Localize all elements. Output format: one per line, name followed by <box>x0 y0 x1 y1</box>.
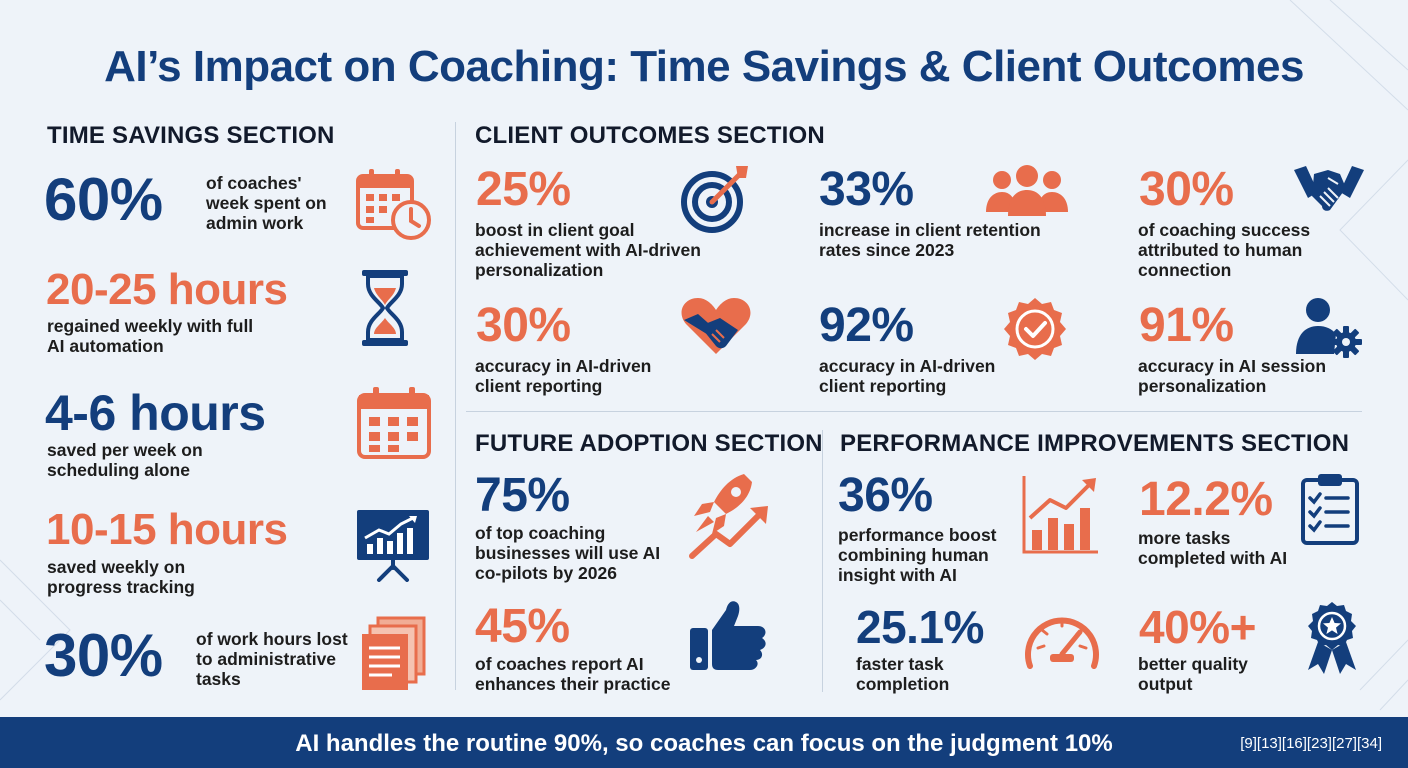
performance-value-1: 36% <box>838 469 933 522</box>
time-savings-value-3: 4-6 hours <box>45 385 266 441</box>
time-savings-text-2: regained weekly with full AI automation <box>47 316 254 356</box>
heart-handshake-icon <box>681 298 751 354</box>
footer-banner: AI handles the routine 90%, so coaches c… <box>0 717 1408 768</box>
footer-references: [9][13][16][23][27][34] <box>1240 735 1382 752</box>
time-savings-text-3: saved per week on scheduling alone <box>47 440 203 480</box>
speedometer-icon <box>1025 617 1099 669</box>
divider-middle <box>466 411 1362 412</box>
performance-heading: PERFORMANCE IMPROVEMENTS SECTION <box>840 430 1350 457</box>
time-savings-heading: TIME SAVINGS SECTION <box>47 122 335 149</box>
future-adoption-heading: FUTURE ADOPTION SECTION <box>475 430 823 457</box>
user-gear-icon <box>1296 298 1362 358</box>
client-outcomes-value-4: 30% <box>476 299 571 352</box>
client-outcomes-text-6: accuracy in AI session personalization <box>1138 356 1327 396</box>
future-adoption-text-1: of top coaching businesses will use AI c… <box>475 523 661 583</box>
check-badge-icon <box>1004 298 1066 360</box>
bar-chart-icon <box>1022 476 1098 554</box>
client-outcomes-value-2: 33% <box>819 163 914 216</box>
hourglass-icon <box>362 270 408 346</box>
time-savings-value-1: 60% <box>44 166 163 233</box>
client-outcomes-value-3: 30% <box>1139 163 1234 216</box>
performance-value-3: 25.1% <box>856 601 984 653</box>
footer-tagline: AI handles the routine 90%, so coaches c… <box>295 730 1113 757</box>
client-outcomes-value-5: 92% <box>819 299 914 352</box>
client-outcomes-text-3: of coaching success attributed to human … <box>1138 220 1311 280</box>
performance-text-2: more tasks completed with AI <box>1138 528 1288 568</box>
time-savings-text-1: of coaches' week spent on admin work <box>206 173 327 233</box>
performance-value-2: 12.2% <box>1139 473 1273 526</box>
client-outcomes-text-4: accuracy in AI-driven client reporting <box>475 356 652 396</box>
thumbs-up-icon <box>690 601 766 670</box>
presentation-chart-icon <box>357 510 429 582</box>
documents-icon <box>362 616 426 690</box>
page-title: AI’s Impact on Coaching: Time Savings & … <box>104 42 1304 91</box>
performance-text-3: faster task completion <box>856 654 950 694</box>
checklist-icon <box>1301 474 1359 545</box>
people-icon <box>986 165 1068 216</box>
future-adoption-value-1: 75% <box>475 469 570 522</box>
future-adoption-value-2: 45% <box>475 600 570 653</box>
target-icon <box>681 166 748 233</box>
client-outcomes-text-2: increase in client retention rates since… <box>819 220 1041 260</box>
time-savings-value-2: 20-25 hours <box>46 265 288 314</box>
calendar-clock-icon <box>356 169 431 240</box>
future-adoption-text-2: of coaches report AI enhances their prac… <box>475 654 671 694</box>
performance-value-4: 40%+ <box>1139 601 1256 653</box>
rocket-icon <box>689 474 768 559</box>
time-savings-value-5: 30% <box>44 622 163 689</box>
client-outcomes-value-6: 91% <box>1139 299 1234 352</box>
performance-text-1: performance boost combining human insigh… <box>838 525 997 585</box>
client-outcomes-heading: CLIENT OUTCOMES SECTION <box>475 122 825 149</box>
performance-text-4: better quality output <box>1138 654 1248 694</box>
award-ribbon-icon <box>1308 602 1356 674</box>
time-savings-text-4: saved weekly on progress tracking <box>47 557 195 597</box>
time-savings-value-4: 10-15 hours <box>46 505 288 554</box>
client-outcomes-value-1: 25% <box>476 163 571 216</box>
divider-bottom <box>822 430 823 692</box>
time-savings-text-5: of work hours lost to administrative tas… <box>196 629 348 689</box>
client-outcomes-text-5: accuracy in AI-driven client reporting <box>819 356 996 396</box>
divider-left <box>455 122 456 690</box>
client-outcomes-text-1: boost in client goal achievement with AI… <box>475 220 701 280</box>
calendar-icon <box>357 387 431 459</box>
handshake-icon <box>1294 166 1364 211</box>
